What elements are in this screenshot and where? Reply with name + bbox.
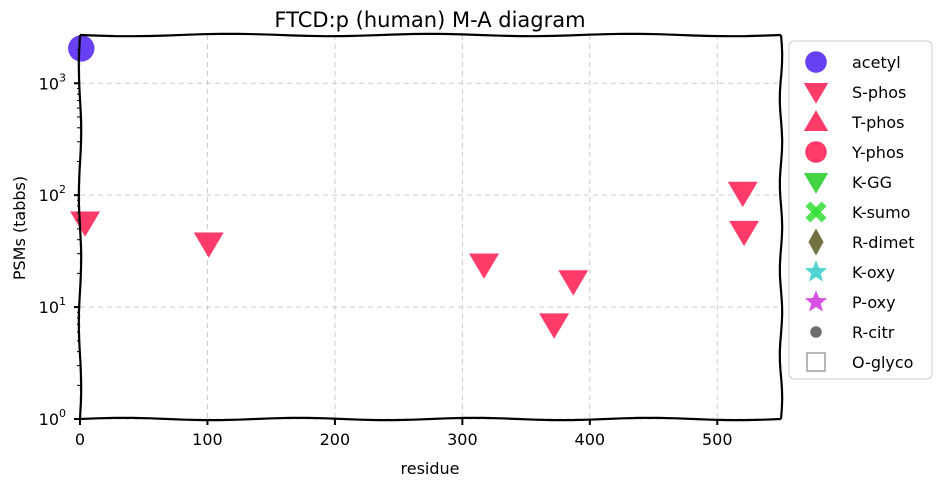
legend-marker-k-sumo-stroke [805,201,827,223]
data-points [68,35,759,339]
data-point-s-phos [729,220,759,247]
legend-label-r-citr: R-citr [852,323,895,342]
data-point-s-phos [193,232,224,258]
x-tick-label: 300 [447,430,478,449]
legend-marker-acetyl [805,51,827,73]
y-axis-label: PSMs (tabbs) [10,176,29,280]
legend-label-r-dimet: R-dimet [852,233,915,252]
x-axis-label: residue [401,459,460,478]
legend-marker-r-dimet [808,228,824,256]
legend-label-y-phos: Y-phos [851,143,904,162]
legend-marker-k-sumo [805,201,827,223]
data-point-acetyl [68,35,95,62]
legend-marker-t-phos [803,110,829,131]
x-tick-label: 500 [702,430,733,449]
legend: acetyl S-phos T-phos Y-phos K-GG K-sumo R-dime… [788,40,933,380]
x-tick-label: 100 [192,430,223,449]
legend-marker-y-phos [805,141,827,163]
grid [79,35,781,420]
legend-marker-r-citr [810,326,822,338]
legend-marker-s-phos [803,83,829,104]
legend-label-k-oxy: K-oxy [852,263,895,282]
legend-label-p-oxy: P-oxy [852,293,896,312]
legend-label-k-sumo: K-sumo [852,203,910,222]
legend-marker-p-oxy [804,290,828,312]
legend-label-t-phos: T-phos [851,113,905,132]
x-tick-label: 0 [75,430,85,449]
data-point-s-phos [727,181,758,208]
plot-frame [77,32,784,422]
y-tick-label: 101 [39,295,66,317]
axis-ticks: 0 100 200 300 400 500 100 101 102 103 [39,49,733,449]
legend-label-s-phos: S-phos [852,83,906,102]
legend-label-acetyl: acetyl [852,53,901,72]
y-tick-label: 102 [39,183,66,205]
data-point-s-phos [539,313,570,339]
legend-marker-k-gg [803,173,829,194]
x-tick-label: 200 [320,430,351,449]
y-tick-label: 103 [39,71,66,93]
data-point-s-phos [70,211,101,237]
legend-label-o-glyco: O-glyco [852,353,913,372]
data-point-s-phos [469,253,499,279]
legend-marker-k-oxy [804,260,828,282]
data-point-s-phos [558,270,589,296]
legend-marker-o-glyco [806,352,826,372]
chart-title: FTCD:p (human) M-A diagram [274,8,585,32]
y-tick-label: 100 [39,407,66,429]
legend-label-k-gg: K-GG [852,173,892,192]
x-tick-label: 400 [575,430,606,449]
